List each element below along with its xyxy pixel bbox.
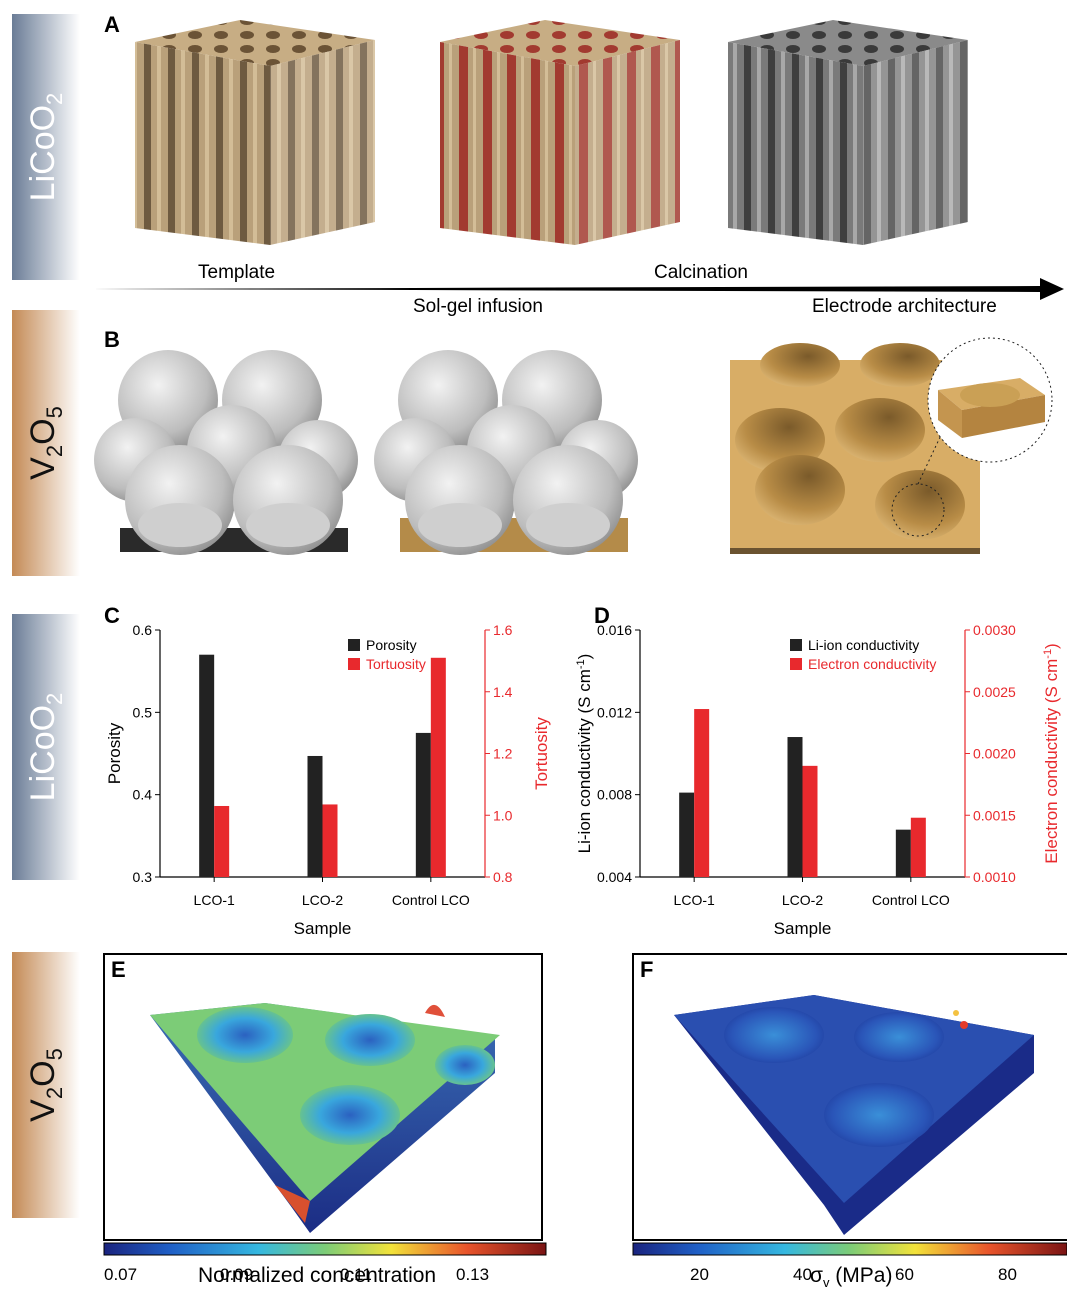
chart-c-legend-label-1: Porosity xyxy=(366,637,417,653)
chart-d-ylabel-right: Electron conductivity (S cm-1) xyxy=(1042,643,1061,863)
chart-d-legend-swatch-1 xyxy=(790,639,802,651)
chart-c-xlabel: Sample xyxy=(294,919,352,938)
side-label-licoo2-a: LiCoO2 xyxy=(12,14,80,280)
chart-d-bar-li-ion-conductivity xyxy=(679,792,695,877)
label-calcination: Calcination xyxy=(654,262,748,283)
chart-c-bar-tortuosity xyxy=(430,657,446,877)
colorbar-f-tick-2: 40 xyxy=(793,1265,812,1284)
chart-c-ytick-left-label: 0.3 xyxy=(133,869,153,885)
chart-d-ytick-right-label: 0.0015 xyxy=(973,807,1016,823)
label-template: Template xyxy=(198,262,276,283)
chart-c-bar-tortuosity xyxy=(214,805,230,877)
chart-d-ytick-right-label: 0.0030 xyxy=(973,622,1016,638)
chart-c-bar-porosity xyxy=(415,732,431,877)
chart-c-bar-porosity xyxy=(199,654,215,877)
panel-letter-d: D xyxy=(594,603,610,628)
panel-letter-a: A xyxy=(104,12,120,37)
colorbar-e xyxy=(103,1242,547,1256)
chart-c-bar-tortuosity xyxy=(322,804,338,877)
side-label-v2o5-e: V2O5 xyxy=(12,952,80,1218)
colorbar-e-tick-2: 0.09 xyxy=(220,1265,254,1284)
chart-c-ytick-right-label: 0.8 xyxy=(493,869,513,885)
panel-letter-e: E xyxy=(111,957,126,982)
colorbar-e-tick-3: 0.11 xyxy=(340,1265,372,1284)
calcined-cube xyxy=(728,20,968,245)
chart-d-ytick-left-label: 0.004 xyxy=(597,869,632,885)
colorbar-f xyxy=(632,1242,1067,1256)
opal-template-1 xyxy=(94,350,358,555)
chart-d-ytick-right-label: 0.0010 xyxy=(973,869,1016,885)
chart-d-ytick-right-label: 0.0025 xyxy=(973,684,1016,700)
chart-d-ytick-left-label: 0.016 xyxy=(597,622,632,638)
stress-map xyxy=(674,995,1034,1235)
label-sol-gel-infusion: Sol-gel infusion xyxy=(413,296,543,317)
chart-d-legend-label-2: Electron conductivity xyxy=(808,656,936,672)
chart-d-xlabel: Sample xyxy=(774,919,832,938)
chart-d-ytick-left-label: 0.012 xyxy=(597,704,632,720)
inverse-opal xyxy=(730,337,1053,554)
label-electrode-architecture: Electrode architecture xyxy=(812,296,997,317)
chart-d-xtick-label: LCO-2 xyxy=(782,892,823,908)
chart-c-legend-swatch-1 xyxy=(348,639,360,651)
infused-cube xyxy=(440,20,680,245)
colorbar-e-tick-1: 0.07 xyxy=(104,1265,138,1284)
panel-e-frame: E xyxy=(103,953,543,1241)
chart-c-ytick-left-label: 0.4 xyxy=(133,787,153,803)
chart-c-legend-swatch-2 xyxy=(348,658,360,670)
panel-letter-c: C xyxy=(104,603,120,628)
colorbar-f-label: σv (MPa) xyxy=(810,1264,893,1291)
chart-c-xtick-label: LCO-1 xyxy=(194,892,235,908)
chart-d-ytick-right-label: 0.0020 xyxy=(973,746,1016,762)
chart-d-bar-electron-conductivity xyxy=(694,709,710,877)
chart-c-ylabel-left: Porosity xyxy=(105,722,124,784)
side-label-licoo2-c: LiCoO2 xyxy=(12,614,80,880)
chart-c-bar-porosity xyxy=(307,755,323,877)
side-label-v2o5-b: V2O5 xyxy=(12,310,80,576)
chart-c-ytick-left-label: 0.5 xyxy=(133,704,153,720)
chart-c-xtick-label: Control LCO xyxy=(392,892,470,908)
chart-d-ytick-left-label: 0.008 xyxy=(597,787,632,803)
chart-c-ytick-left-label: 0.6 xyxy=(133,622,153,638)
process-arrow xyxy=(92,278,1064,300)
panel-letter-f: F xyxy=(640,957,654,982)
chart-d-legend-label-1: Li-ion conductivity xyxy=(808,637,919,653)
colorbar-f-tick-3: 60 xyxy=(895,1265,914,1284)
chart-c-ytick-right-label: 1.6 xyxy=(493,622,513,638)
colorbar-e-label: Normalized concentration xyxy=(198,1264,437,1287)
chart-c-ytick-right-label: 1.2 xyxy=(493,746,513,762)
panel-a-illustration xyxy=(92,20,1064,300)
chart-c: 0.3 0.4 0.5 0.6 0.8 1.0 1.2 1.4 1.6 LCO-1 LCO-2 Con… xyxy=(105,622,551,938)
chart-c-ytick-right-label: 1.4 xyxy=(493,684,513,700)
chart-d-legend-swatch-2 xyxy=(790,658,802,670)
chart-d: 0.004 0.008 0.012 0.016 0.0010 0.0015 0.0020 0.… xyxy=(575,622,1061,938)
chart-c-ytick-right-label: 1.0 xyxy=(493,807,513,823)
chart-d-xtick-label: LCO-1 xyxy=(674,892,715,908)
chart-c-legend-label-2: Tortuosity xyxy=(366,656,426,672)
colorbar-e-tick-4: 0.13 xyxy=(456,1265,490,1284)
panel-f-frame: F xyxy=(632,953,1067,1241)
colorbar-f-tick-4: 80 xyxy=(998,1265,1017,1284)
chart-d-ylabel-left: Li-ion conductivity (S cm-1) xyxy=(575,654,594,854)
chart-d-bar-li-ion-conductivity xyxy=(895,829,911,877)
chart-d-bar-electron-conductivity xyxy=(910,817,926,877)
chart-d-bar-electron-conductivity xyxy=(802,765,818,877)
concentration-map xyxy=(150,1003,500,1233)
chart-c-ylabel-right: Tortuosity xyxy=(532,717,551,790)
colorbar-f-tick-1: 20 xyxy=(690,1265,709,1284)
opal-infused xyxy=(374,350,638,555)
template-cube xyxy=(135,20,375,245)
chart-d-bar-li-ion-conductivity xyxy=(787,737,803,877)
panel-letter-b: B xyxy=(104,327,120,352)
panel-b-illustration xyxy=(94,337,1053,555)
chart-d-xtick-label: Control LCO xyxy=(872,892,950,908)
chart-c-xtick-label: LCO-2 xyxy=(302,892,343,908)
